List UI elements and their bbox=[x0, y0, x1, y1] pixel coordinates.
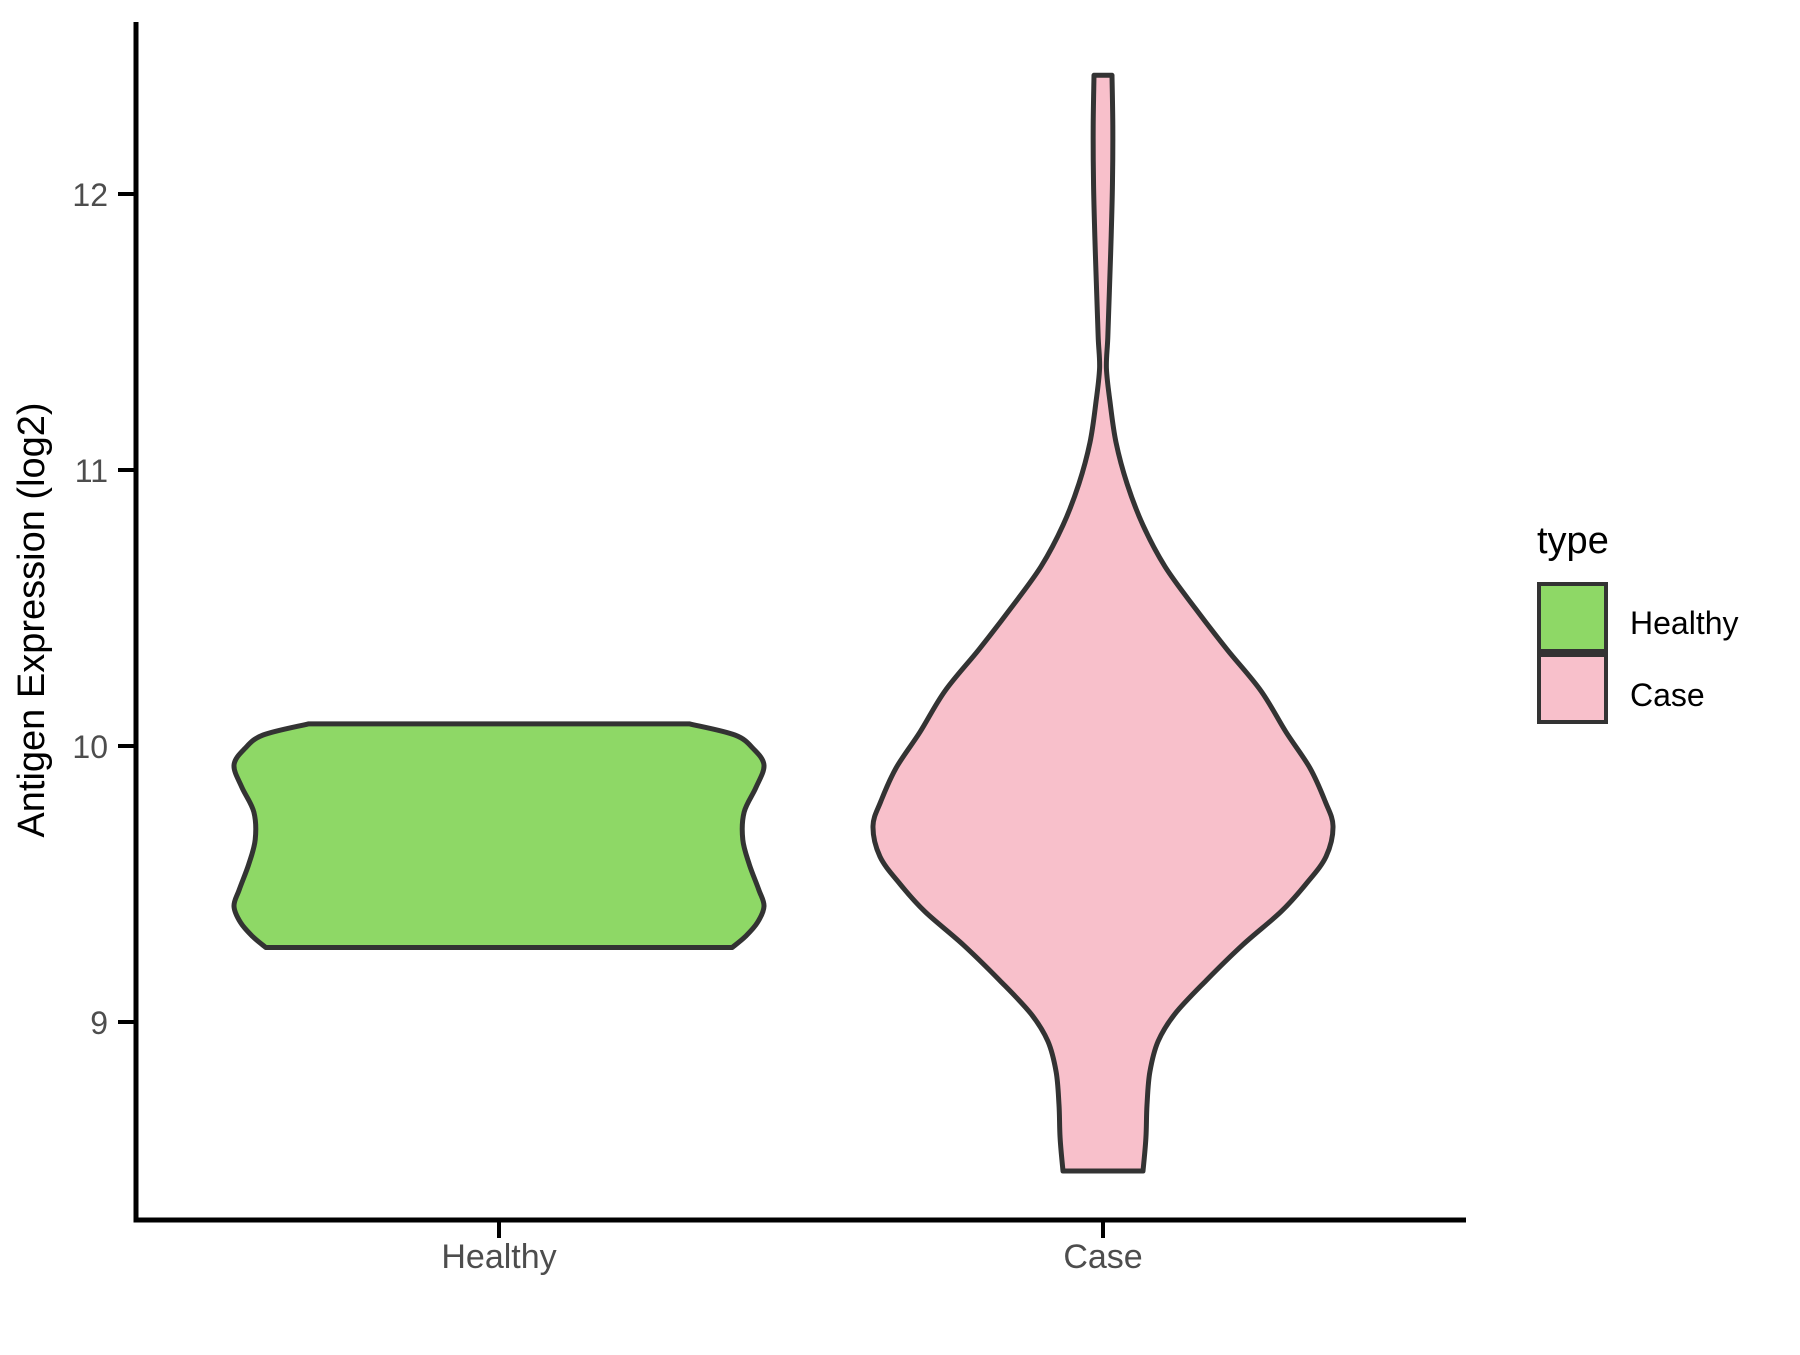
violin-healthy bbox=[231, 721, 767, 950]
violin-plots bbox=[231, 72, 1336, 1174]
y-tick-label-11: 11 bbox=[75, 453, 108, 489]
legend-swatch-healthy bbox=[1537, 582, 1608, 653]
legend-label-healthy: Healthy bbox=[1630, 605, 1739, 641]
y-tick-label-10: 10 bbox=[72, 729, 108, 765]
y-tick-label-12: 12 bbox=[72, 177, 108, 213]
legend-swatch-case bbox=[1537, 653, 1608, 724]
legend: type Healthy Case bbox=[1537, 520, 1739, 724]
legend-label-case: Case bbox=[1630, 677, 1705, 713]
legend-title: type bbox=[1537, 520, 1609, 562]
violin-case bbox=[870, 72, 1336, 1174]
y-axis-title: Antigen Expression (log2) bbox=[11, 402, 53, 837]
x-tick-label-healthy: Healthy bbox=[441, 1238, 556, 1276]
y-tick-label-9: 9 bbox=[90, 1005, 108, 1041]
x-tick-label-case: Case bbox=[1063, 1238, 1142, 1276]
axis-lines bbox=[133, 22, 1466, 1223]
